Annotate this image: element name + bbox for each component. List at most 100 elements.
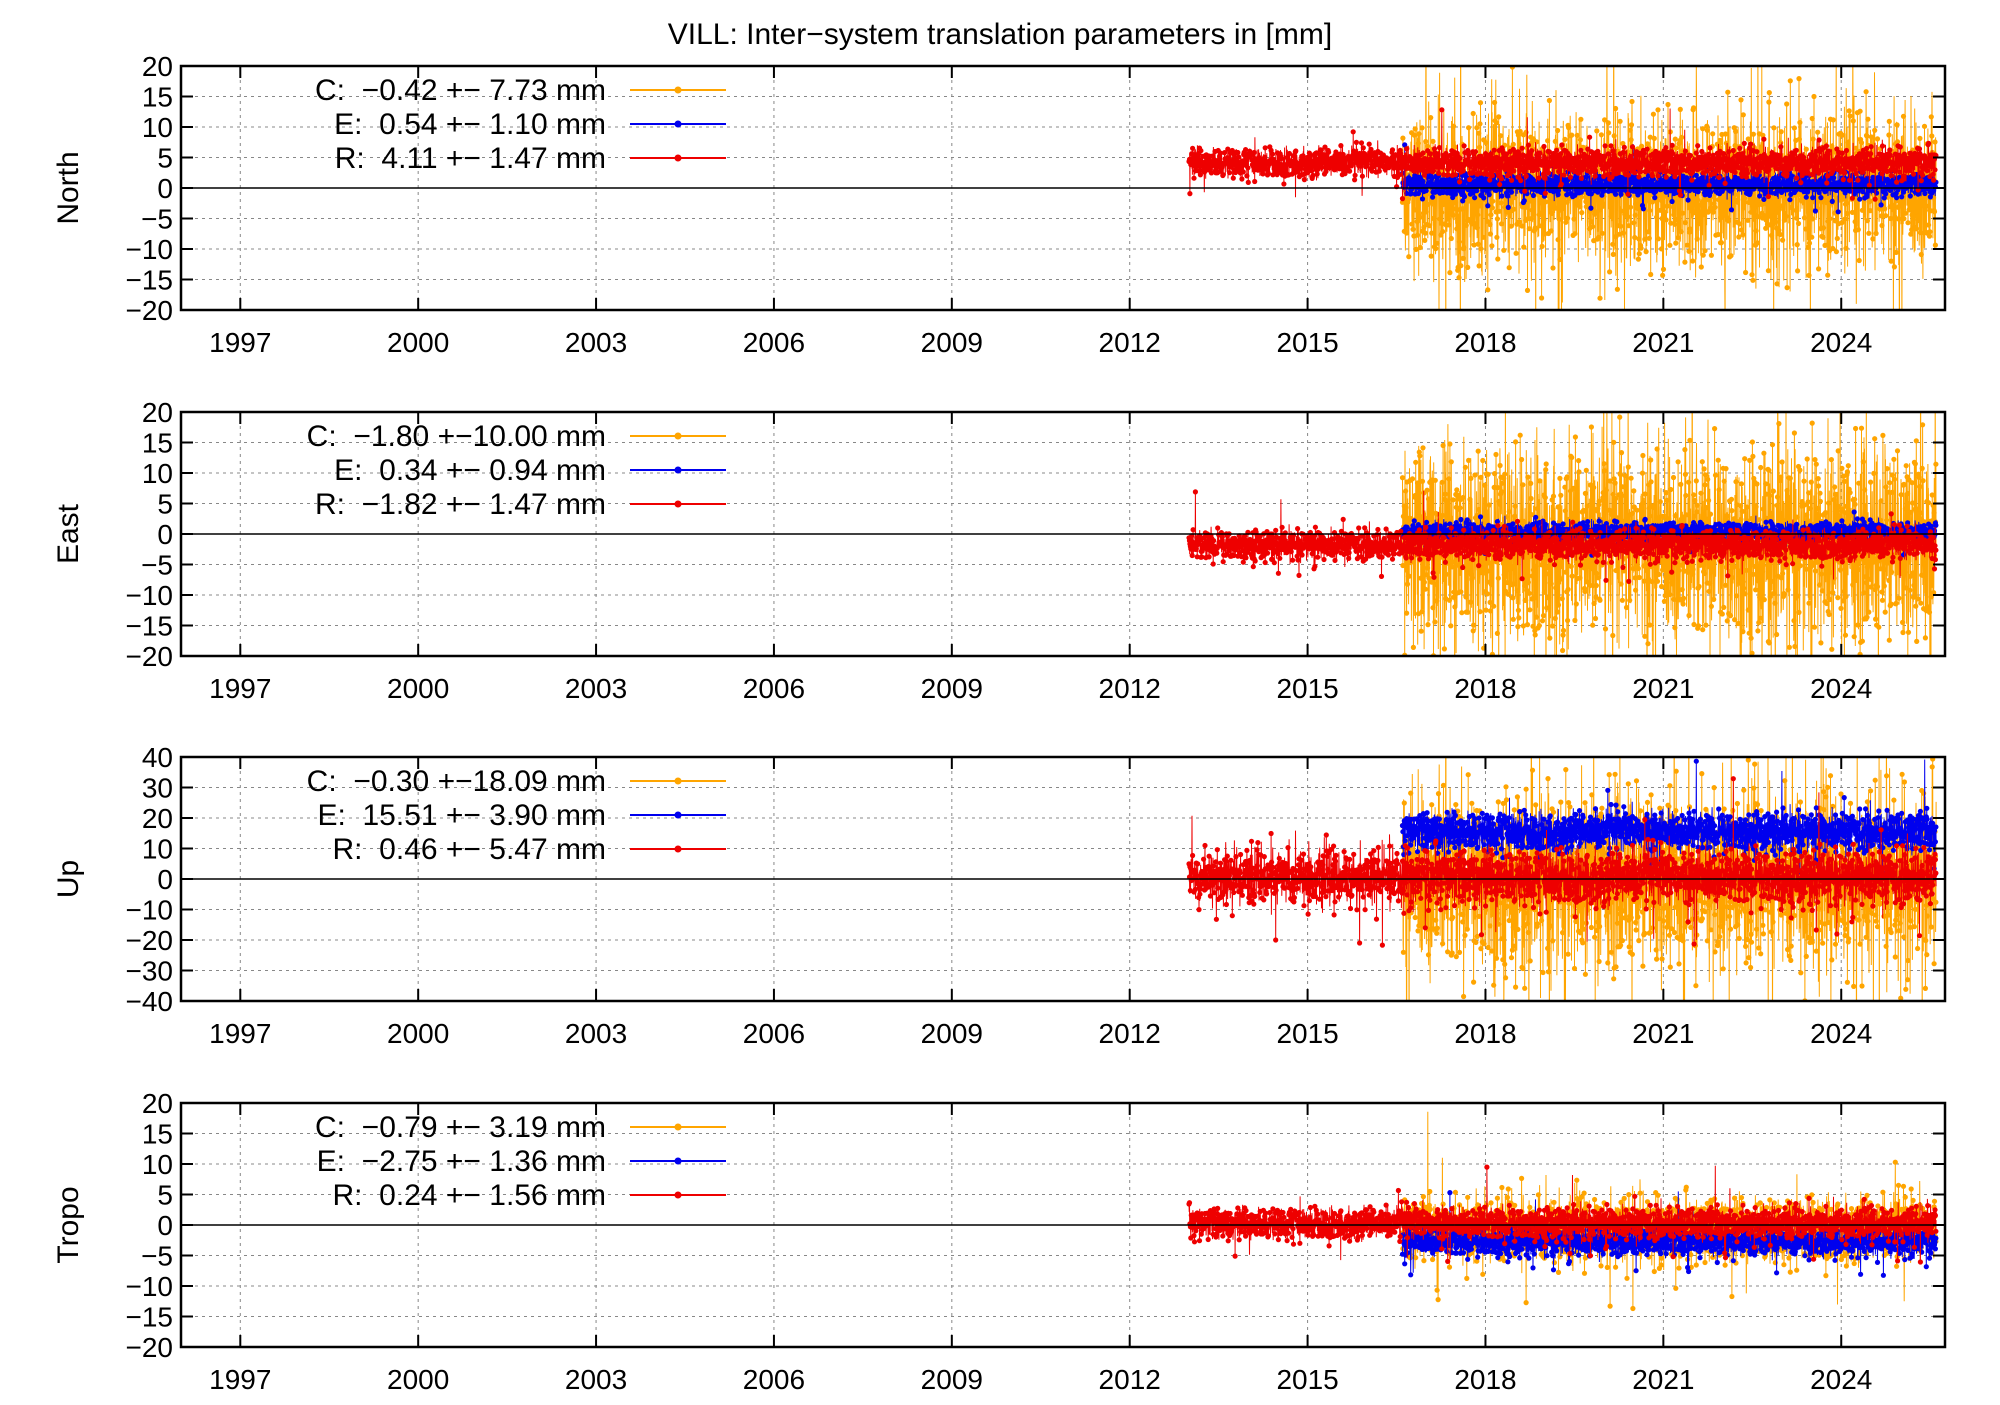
data-point [1927, 234, 1932, 239]
data-point [1429, 254, 1434, 259]
data-point [1450, 564, 1455, 569]
data-point [1676, 568, 1681, 573]
data-point [1558, 577, 1563, 582]
data-point [1583, 491, 1588, 496]
data-point [1836, 209, 1841, 214]
data-point [1556, 169, 1561, 174]
data-point [1366, 158, 1371, 163]
data-point [1747, 631, 1752, 636]
data-point [1609, 214, 1614, 219]
data-point [1682, 447, 1687, 452]
data-point [1761, 451, 1766, 456]
data-point [1527, 591, 1532, 596]
data-point [1688, 153, 1693, 158]
data-point [1445, 199, 1450, 204]
data-point [1741, 586, 1746, 591]
data-point [1503, 514, 1508, 519]
data-point [1931, 178, 1936, 183]
data-point [1894, 250, 1899, 255]
data-point [1695, 503, 1700, 508]
data-point [1498, 463, 1503, 468]
data-point [1633, 213, 1638, 218]
data-point [1400, 196, 1405, 201]
data-point [1612, 152, 1617, 157]
data-point [1760, 569, 1765, 574]
data-point [1702, 248, 1707, 253]
data-point [1468, 476, 1473, 481]
data-point [1443, 369, 1448, 374]
data-point [1496, 114, 1501, 119]
data-point [1637, 251, 1642, 256]
data-point [1497, 209, 1502, 214]
data-point [1404, 146, 1409, 151]
data-point [1462, 143, 1467, 148]
data-point [1422, 238, 1427, 243]
data-point [1588, 206, 1593, 211]
data-point [1672, 625, 1677, 630]
data-point [1460, 206, 1465, 211]
data-point [1764, 201, 1769, 206]
data-point [1450, 559, 1455, 564]
data-point [1707, 671, 1712, 676]
data-point [1663, 574, 1668, 579]
data-point [1733, 143, 1738, 148]
data-point [1684, 512, 1689, 517]
data-point [1509, 224, 1514, 229]
data-point [1663, 145, 1668, 150]
data-point [1596, 575, 1601, 580]
data-point [1775, 503, 1780, 508]
data-point [1486, 560, 1491, 565]
data-point [1457, 156, 1462, 161]
data-point [1463, 465, 1468, 470]
data-point [1464, 223, 1469, 228]
data-point [1404, 230, 1409, 235]
data-point [1504, 568, 1509, 573]
data-point [1899, 194, 1904, 199]
data-point [1419, 629, 1424, 634]
data-point [1865, 117, 1870, 122]
data-point [1834, 249, 1839, 254]
data-point [1848, 113, 1853, 118]
data-point [1555, 128, 1560, 133]
data-point [1666, 516, 1671, 521]
data-point [1400, 475, 1405, 480]
data-point [1465, 148, 1470, 153]
data-point [1456, 214, 1461, 219]
data-point [1931, 172, 1936, 177]
data-point [1716, 232, 1721, 237]
data-point [1492, 471, 1497, 476]
data-point [1453, 172, 1458, 177]
data-point [1754, 228, 1759, 233]
data-point [1424, 209, 1429, 214]
data-point [1808, 704, 1813, 709]
data-point [1843, 246, 1848, 251]
data-point [1738, 659, 1743, 664]
legend-label-r: R: 4.11 +− 1.47 mm [335, 142, 606, 175]
data-point [1664, 217, 1669, 222]
data-point [1454, 487, 1459, 492]
x-tick-label: 2006 [743, 327, 805, 358]
data-point [1850, 15, 1855, 20]
data-point [1797, 468, 1802, 473]
data-point [1807, 241, 1812, 246]
data-point [1710, 131, 1715, 136]
data-point [1650, 579, 1655, 584]
data-point [1853, 171, 1858, 176]
data-point [1671, 475, 1676, 480]
data-point [1676, 235, 1681, 240]
data-point [1546, 170, 1551, 175]
data-point [1695, 143, 1700, 148]
data-point [1667, 243, 1672, 248]
data-point [1352, 177, 1357, 182]
data-point [1723, 330, 1728, 335]
data-point [1738, 517, 1743, 522]
data-point [1645, 641, 1650, 646]
data-point [1498, 133, 1503, 138]
data-point [1888, 153, 1893, 158]
data-point [1442, 646, 1447, 651]
data-point [1582, 589, 1587, 594]
data-point [1447, 270, 1452, 275]
data-point [1901, 216, 1906, 221]
